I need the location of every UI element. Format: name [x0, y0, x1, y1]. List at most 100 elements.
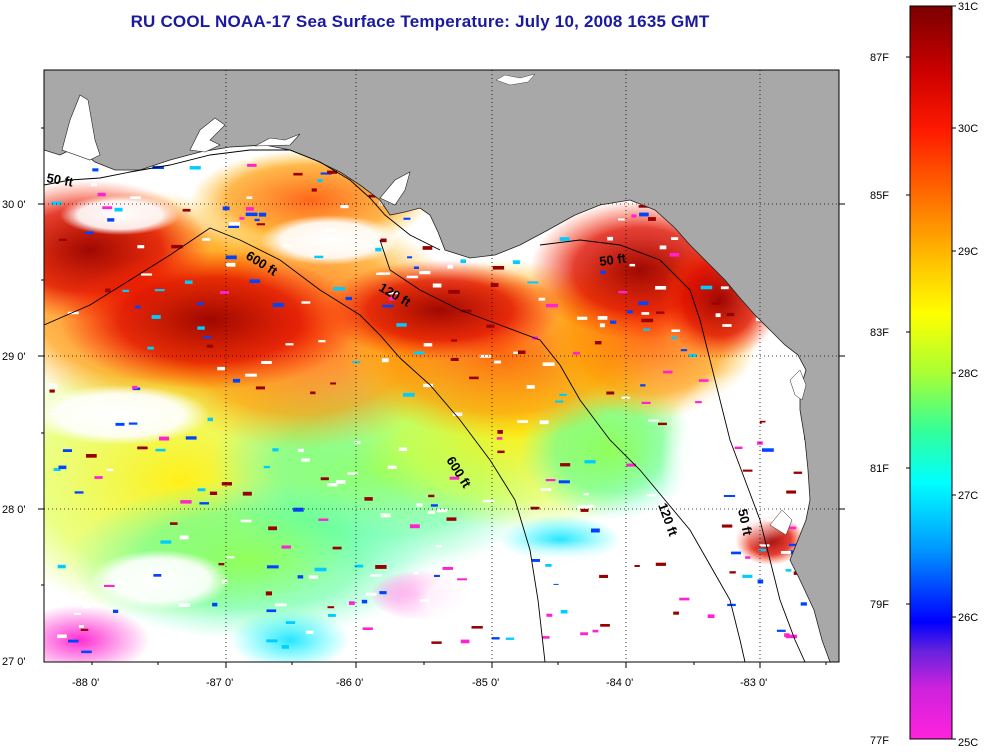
lat-tick-label: 27 0'	[2, 656, 26, 668]
sst-pixel	[48, 383, 58, 388]
sst-pixel	[308, 575, 318, 579]
sst-pixel	[219, 291, 230, 294]
sst-pixel	[67, 311, 79, 315]
sst-pixel	[597, 316, 608, 320]
lat-tick-label: 28 0'	[2, 504, 26, 516]
sst-pixel	[542, 636, 550, 639]
sst-pixel	[85, 231, 94, 235]
sst-pixel	[423, 343, 433, 347]
sst-pixel	[638, 205, 651, 208]
sst-pixel	[180, 161, 191, 166]
colorbar	[910, 6, 952, 739]
sst-pixel	[115, 422, 125, 426]
sst-pixel	[745, 556, 751, 559]
colorbar-label-f: 77F	[870, 735, 889, 747]
sst-pixel	[320, 172, 332, 175]
sst-pixel	[207, 417, 213, 422]
sst-pixel	[580, 632, 588, 636]
sst-pixel	[249, 279, 261, 283]
contour-label-50ft-east: 50 ft	[598, 250, 627, 269]
sst-pixel	[505, 637, 515, 640]
sst-pixel	[104, 584, 115, 587]
sst-pixel	[285, 621, 296, 624]
colorbar-label-f: 83F	[870, 327, 889, 339]
colorbar-label-c: 31C	[958, 1, 978, 13]
colorbar-label-c: 28C	[958, 368, 978, 380]
sst-pixel	[203, 336, 212, 339]
sst-pixel	[72, 420, 78, 423]
colorbar-f-labels: 87F 85F 83F 81F 79F 77F	[870, 52, 889, 747]
sst-pixel	[631, 214, 637, 218]
sst-pixel	[702, 479, 709, 482]
sst-pixel	[490, 283, 499, 287]
sst-pixel	[757, 579, 764, 584]
sst-pixel	[762, 448, 774, 452]
sst-pixel	[297, 575, 304, 579]
sst-pixel	[368, 194, 377, 198]
sst-pixel	[673, 611, 679, 615]
sst-pixel	[451, 339, 457, 342]
sst-pixel	[591, 528, 600, 533]
sst-pixel	[221, 579, 228, 584]
colorbar-label-c: 25C	[958, 737, 978, 749]
sst-pixel	[327, 483, 338, 487]
sst-pixel	[131, 415, 138, 418]
contour-50ft-west	[44, 149, 441, 251]
sst-pixel	[623, 589, 632, 592]
sst-pixel	[361, 599, 368, 604]
sst-pixel	[669, 252, 680, 257]
sst-pixel	[327, 170, 338, 174]
sst-pixel	[494, 360, 502, 364]
sst-pixel	[722, 324, 732, 327]
sst-pixel	[242, 491, 252, 496]
sst-pixel	[311, 188, 317, 192]
sst-pixel	[387, 465, 397, 469]
sst-pixel	[727, 389, 736, 393]
sst-pixel	[81, 650, 92, 654]
sst-pixel	[53, 468, 61, 471]
sst-pixel	[663, 370, 673, 374]
sst-pixel	[317, 179, 323, 183]
colorbar-label-f: 85F	[870, 190, 889, 202]
sst-pixel	[51, 201, 62, 205]
sst-pixel	[665, 648, 678, 651]
sst-pixel	[726, 312, 735, 317]
sst-pixel	[274, 603, 287, 607]
sst-pixel	[68, 639, 79, 643]
sst-pixel	[700, 285, 713, 290]
sst-pixel	[330, 382, 336, 385]
sst-pixel	[592, 629, 599, 633]
sst-pixel	[634, 565, 640, 567]
sst-pixel	[285, 343, 294, 346]
sst-pixel	[691, 499, 702, 502]
sst-pixel	[758, 548, 766, 552]
sst-pixel	[577, 316, 588, 320]
sst-pixel	[639, 212, 649, 217]
sst-pixel	[245, 212, 258, 217]
contour-label-50ft-west: 50 ft	[45, 170, 75, 190]
sst-pixel	[364, 497, 373, 501]
sst-pixel	[171, 244, 183, 249]
sst-pixel	[305, 630, 314, 634]
sst-pixel	[221, 482, 232, 486]
sst-pixel	[527, 281, 539, 284]
lon-tick-label: -83 0'	[740, 677, 767, 689]
sst-pixel	[789, 543, 800, 547]
sst-pixel	[695, 401, 702, 404]
sst-pixel	[557, 603, 567, 608]
sst-pixel	[482, 500, 495, 503]
sst-pixel	[776, 629, 786, 632]
sst-pixel	[577, 505, 589, 509]
sst-pixel	[517, 420, 528, 423]
sst-pixel	[759, 420, 766, 424]
sst-pixel	[782, 596, 790, 599]
lon-tick-label: -84 0'	[606, 677, 633, 689]
sst-pixel	[449, 476, 460, 480]
sst-pixel	[261, 361, 272, 364]
sst-pixel	[435, 545, 442, 548]
map-frame	[43, 69, 840, 663]
sst-pixel	[658, 422, 667, 426]
sst-pixel	[457, 578, 467, 581]
sst-pixel	[293, 507, 304, 512]
sst-pixel	[434, 574, 440, 577]
